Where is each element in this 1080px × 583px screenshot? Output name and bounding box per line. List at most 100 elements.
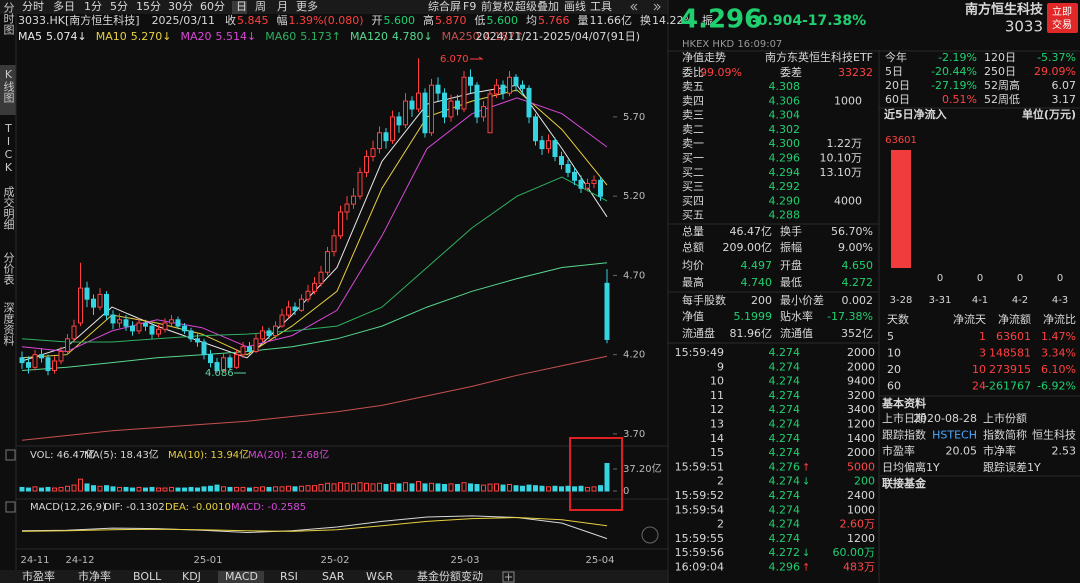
flow-value: 0 (1057, 273, 1063, 284)
period-tab[interactable]: 1分 (84, 0, 102, 13)
book-price: 4.306 (769, 94, 801, 107)
flow-value: 63601 (885, 135, 917, 146)
period-tab[interactable]: 15分 (136, 0, 161, 13)
candle-body (546, 140, 551, 150)
candle-body (71, 325, 77, 340)
side-tab[interactable]: 分价表 (2, 252, 15, 285)
x-tick-label: 24-12 (65, 555, 94, 566)
period-tab[interactable]: 更多 (296, 0, 318, 13)
candle-body (435, 84, 441, 94)
side-tab[interactable]: 分时图 (2, 2, 15, 35)
candle-body (494, 84, 499, 95)
tool-button[interactable]: F9 (463, 0, 476, 13)
tool-button[interactable]: 前复权 (481, 0, 514, 13)
volume-bar (253, 486, 259, 492)
period-tab[interactable]: 60分 (200, 0, 225, 13)
side-tab[interactable]: 成交明细 (2, 186, 15, 230)
tool-button[interactable]: 超级叠加 (515, 0, 559, 13)
bottom-tab[interactable]: RSI (280, 570, 298, 583)
period-tab[interactable]: 分时 (22, 0, 44, 13)
candle-body (97, 293, 103, 308)
bottom-tab[interactable]: KDJ (182, 570, 201, 583)
candle-body (143, 322, 148, 327)
period-tab[interactable]: 日 (236, 0, 247, 13)
volume-bar (45, 486, 51, 492)
flow-category: 3-31 (929, 295, 952, 306)
candle-body (325, 251, 330, 273)
button-text: 立即 (1052, 5, 1072, 18)
book-label: 买二 (682, 166, 704, 179)
trade-price: 4.274 (769, 518, 801, 531)
trade-button[interactable] (1047, 3, 1078, 33)
field-value: 5.600 (384, 14, 416, 27)
x-tick-label: 24-11 (20, 555, 49, 566)
toolbar (0, 0, 668, 14)
stat-value: 4.497 (741, 259, 773, 272)
active-side (0, 65, 16, 115)
period-tab[interactable]: 30分 (168, 0, 193, 13)
side-tab[interactable]: 深度资料 (2, 302, 15, 346)
stat-value: 4.740 (741, 276, 773, 289)
candle-body (481, 106, 486, 118)
volume-bar (585, 486, 590, 492)
active-bottom-tab (218, 571, 264, 583)
stat-value: 9.00% (838, 241, 873, 254)
volume-bar (494, 483, 499, 492)
candle-body (253, 338, 259, 352)
volume-bar (487, 483, 493, 492)
period-tab[interactable]: 多日 (53, 0, 75, 13)
candle-body (318, 271, 324, 284)
trade-price: 4.274 (769, 389, 801, 402)
trade-vol: 2000 (847, 360, 875, 373)
ma-value: 5.270↓ (131, 30, 172, 43)
side-tab[interactable]: TICK (2, 122, 15, 174)
chevrons[interactable] (630, 3, 661, 11)
side-tab[interactable]: K线图 (2, 68, 15, 103)
stat-value: 46.47亿 (730, 225, 773, 238)
volume-bar (526, 484, 532, 492)
period-tab[interactable]: 周 (255, 0, 266, 13)
vol-header: MA(20): 12.68亿 (248, 448, 329, 461)
macd-header: DEA: -0.0010 (165, 502, 231, 513)
volume-bar (52, 487, 57, 492)
stat-label: 开盘 (780, 258, 802, 272)
bottom-tab[interactable]: W&R (366, 570, 393, 583)
trade-time: 15:59:52 (675, 489, 724, 502)
candle-body (286, 306, 291, 316)
trade-price: 4.274 (769, 475, 801, 488)
bottom-tab[interactable]: MACD (225, 570, 258, 583)
add-tab[interactable] (502, 571, 515, 583)
nav-label[interactable]: 净值走势 (682, 50, 726, 64)
period-tab[interactable]: 5分 (110, 0, 128, 13)
tool-button[interactable]: 综合屏 (428, 0, 461, 13)
volume-bar (481, 484, 486, 492)
tool-button[interactable]: 工具 (590, 0, 612, 13)
volume-bar (533, 485, 538, 492)
volume-bar (351, 483, 356, 492)
trade-vol: 483万 (843, 561, 875, 574)
candle-body (273, 325, 278, 337)
button-text: 交易 (1052, 18, 1072, 31)
bottom-tab[interactable]: SAR (322, 570, 345, 583)
trade-vol: 3400 (847, 403, 875, 416)
expand-icon[interactable] (641, 526, 659, 544)
period-tab[interactable]: 月 (277, 0, 288, 13)
value: 33232 (838, 66, 873, 79)
volume-bar (598, 485, 603, 492)
x-tick-label: 25-03 (450, 555, 479, 566)
candle-body (364, 156, 369, 173)
volume-bar (325, 482, 330, 492)
field-value: 1.39%(0.080) (288, 14, 363, 27)
bottom-tab[interactable]: 基金份额变动 (417, 569, 483, 583)
book-price: 4.288 (769, 209, 801, 222)
bottom-tab[interactable]: 市净率 (78, 569, 111, 583)
bottom-tab[interactable]: BOLL (133, 570, 162, 583)
flow-title: 近5日净流入 (884, 107, 947, 121)
volume-bar (390, 482, 395, 492)
flow-category: 3-28 (890, 295, 913, 306)
tool-button[interactable]: 画线 (564, 0, 586, 13)
bottom-tab[interactable]: 市盈率 (22, 569, 55, 583)
trade-vol: 1200 (847, 532, 875, 545)
book-label: 卖三 (682, 109, 704, 122)
return-value: -2.19% (938, 51, 977, 64)
